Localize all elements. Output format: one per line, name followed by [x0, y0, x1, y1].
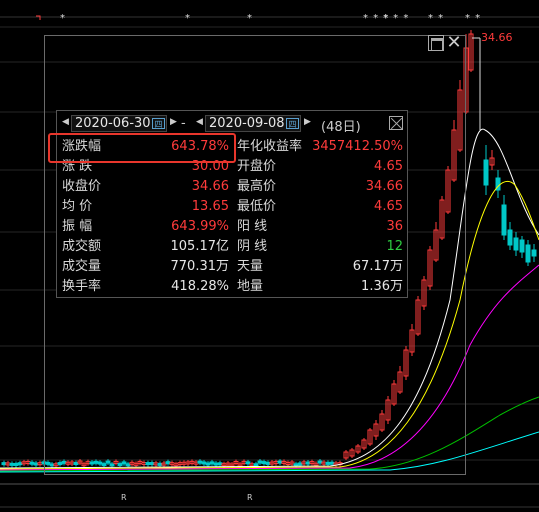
candle-body [484, 160, 488, 185]
stat-value: 12 [307, 237, 403, 257]
stat-value: 36 [307, 217, 403, 237]
next-end-arrow-icon[interactable]: ▶ [304, 117, 311, 127]
event-marker[interactable]: * [185, 13, 191, 24]
stat-value: 770.31万 [147, 257, 229, 277]
stat-label: 换手率 [62, 277, 101, 297]
candle-body [508, 230, 512, 245]
candle-body [526, 245, 530, 262]
stat-value: 643.99% [147, 217, 229, 237]
event-marker[interactable]: * * [428, 13, 444, 24]
high-price-label: 34.66 [481, 31, 513, 44]
candle-body [18, 463, 22, 465]
candle-body [10, 463, 14, 465]
stat-value: 418.28% [147, 277, 229, 297]
end-date-text: 2020-09-08 [209, 116, 285, 131]
stat-label: 成交量 [62, 257, 101, 277]
stat-label: 阳 线 [237, 217, 267, 237]
stat-value: 4.65 [307, 197, 403, 217]
stat-label: 振 幅 [62, 217, 92, 237]
start-date-text: 2020-06-30 [75, 116, 151, 131]
stat-row: 换手率 418.28% 地量 1.36万 [57, 277, 407, 297]
trading-days-count: (48日) [321, 116, 361, 135]
event-marker[interactable]: * * * [383, 13, 409, 24]
event-marker[interactable]: * [247, 13, 253, 24]
stat-value: 13.65 [147, 197, 229, 217]
stat-label: 最低价 [237, 197, 276, 217]
stat-row: 成交额 105.17亿阴 线 12 [57, 237, 407, 257]
candle-body [502, 205, 506, 235]
stat-label: 地量 [237, 277, 263, 297]
candle-body [34, 463, 38, 465]
candle-body [514, 238, 518, 250]
stat-value: 67.17万 [307, 257, 403, 277]
close-window-icon[interactable]: ✕ [446, 35, 462, 51]
prev-end-arrow-icon[interactable]: ◀ [196, 117, 203, 127]
stat-value: 34.66 [307, 177, 403, 197]
calendar-icon[interactable]: 四 [286, 118, 299, 129]
start-date-field[interactable]: 2020-06-30 四 [71, 115, 167, 132]
candle-body [532, 250, 536, 256]
event-marker[interactable]: * [60, 13, 66, 24]
stat-label: 最高价 [237, 177, 276, 197]
stat-label: 成交额 [62, 237, 101, 257]
stat-row: 成交量 770.31万 天量 67.17万 [57, 257, 407, 277]
stat-label: 年化收益率 [237, 137, 302, 157]
stat-value: 105.17亿 [147, 237, 229, 257]
candle-body [2, 463, 6, 465]
candle-body [30, 462, 34, 464]
stat-label: 开盘价 [237, 157, 276, 177]
event-marker[interactable]: * * [465, 13, 481, 24]
stat-label: 均 价 [62, 197, 92, 217]
stat-value: 3457412.50% [307, 137, 403, 157]
stat-label: 天量 [237, 257, 263, 277]
stat-label: 阴 线 [237, 237, 267, 257]
calendar-icon[interactable]: 四 [152, 118, 165, 129]
end-date-field[interactable]: 2020-09-08 四 [205, 115, 301, 132]
next-start-arrow-icon[interactable]: ▶ [170, 117, 177, 127]
highlight-change-pct [48, 133, 236, 163]
rights-marker[interactable]: R [121, 493, 127, 502]
candle-body [14, 463, 18, 465]
close-dialog-icon[interactable] [389, 116, 403, 130]
stat-row: 均 价 13.65 最低价 4.65 [57, 197, 407, 217]
prev-start-arrow-icon[interactable]: ◀ [62, 117, 69, 127]
stat-value: 1.36万 [307, 277, 403, 297]
stat-row: 收盘价 34.66 最高价 34.66 [57, 177, 407, 197]
stat-label: 收盘价 [62, 177, 101, 197]
stat-value: 4.65 [307, 157, 403, 177]
stat-row: 振 幅 643.99% 阳 线 36 [57, 217, 407, 237]
candle-body [520, 240, 524, 252]
date-separator: - [181, 116, 186, 131]
rights-marker[interactable]: R [247, 493, 253, 502]
stat-value: 34.66 [147, 177, 229, 197]
restore-window-icon[interactable] [428, 35, 444, 51]
